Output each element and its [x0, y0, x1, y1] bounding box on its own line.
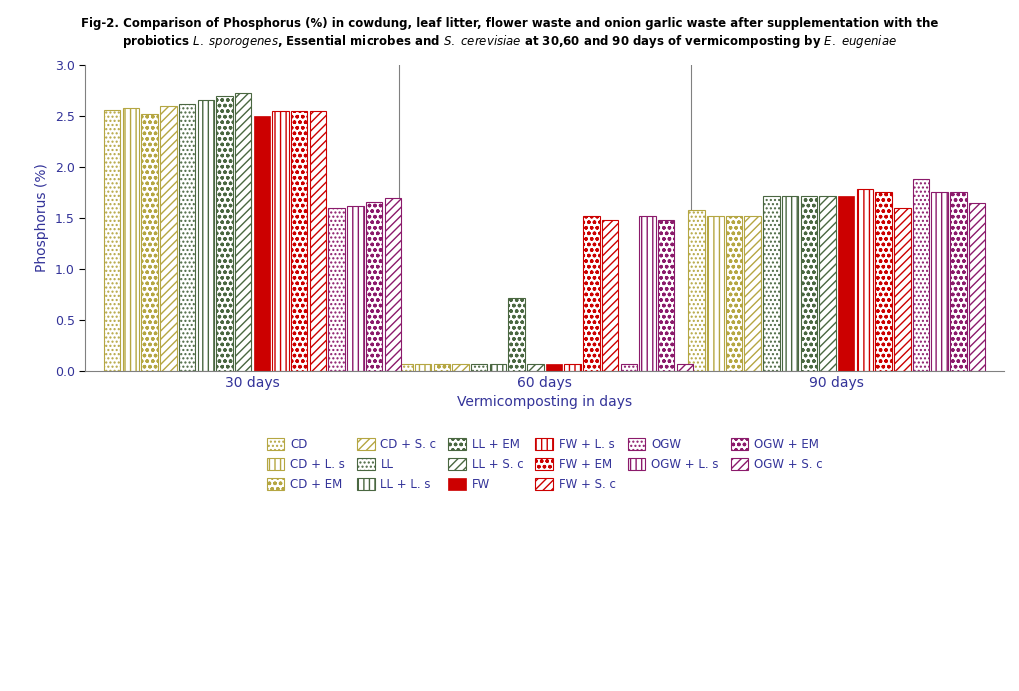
Bar	[198, 100, 214, 371]
Bar	[178, 104, 196, 371]
Bar	[434, 364, 450, 371]
Bar	[508, 298, 525, 371]
Bar	[838, 196, 855, 371]
Bar	[782, 196, 798, 371]
Bar	[602, 220, 619, 371]
Bar	[913, 179, 929, 371]
Bar	[415, 364, 431, 371]
Bar	[310, 111, 326, 371]
Bar	[950, 193, 967, 371]
Bar	[527, 364, 543, 371]
Bar	[819, 196, 836, 371]
Bar	[216, 95, 232, 371]
Bar	[931, 193, 948, 371]
Bar	[546, 364, 562, 371]
Bar	[122, 108, 140, 371]
Bar	[801, 196, 817, 371]
Bar	[235, 93, 252, 371]
Bar	[254, 116, 270, 371]
Legend: CD, CD + L. s, CD + EM, CD + S. c, LL, LL + L. s, LL + EM, LL + S. c, FW, FW + L: CD, CD + L. s, CD + EM, CD + S. c, LL, L…	[261, 432, 828, 497]
Bar	[639, 216, 656, 371]
Bar	[104, 110, 120, 371]
Bar	[490, 364, 506, 371]
Bar	[621, 364, 637, 371]
Bar	[328, 208, 344, 371]
Bar	[969, 202, 985, 371]
Bar	[726, 216, 742, 371]
Bar	[291, 111, 308, 371]
Y-axis label: Phosphorus (%): Phosphorus (%)	[36, 164, 49, 272]
Bar	[745, 216, 761, 371]
Bar	[366, 202, 382, 371]
Bar	[160, 106, 176, 371]
Bar	[471, 364, 487, 371]
Bar	[707, 216, 723, 371]
Bar	[396, 364, 413, 371]
X-axis label: Vermicomposting in days: Vermicomposting in days	[458, 395, 632, 410]
Bar	[272, 111, 288, 371]
Text: Fig-2. Comparison of Phosphorus (%) in cowdung, leaf litter, flower waste and on: Fig-2. Comparison of Phosphorus (%) in c…	[81, 17, 938, 30]
Bar	[583, 216, 599, 371]
Text: probiotics $\it{L.\ sporogenes}$, Essential microbes and $\it{S.\ cerevisiae}$ a: probiotics $\it{L.\ sporogenes}$, Essent…	[122, 33, 897, 50]
Bar	[894, 208, 911, 371]
Bar	[565, 364, 581, 371]
Bar	[689, 210, 705, 371]
Bar	[384, 198, 400, 371]
Bar	[142, 114, 158, 371]
Bar	[677, 364, 693, 371]
Bar	[347, 206, 364, 371]
Bar	[857, 189, 873, 371]
Bar	[875, 193, 892, 371]
Bar	[452, 364, 469, 371]
Bar	[763, 196, 780, 371]
Bar	[658, 220, 675, 371]
